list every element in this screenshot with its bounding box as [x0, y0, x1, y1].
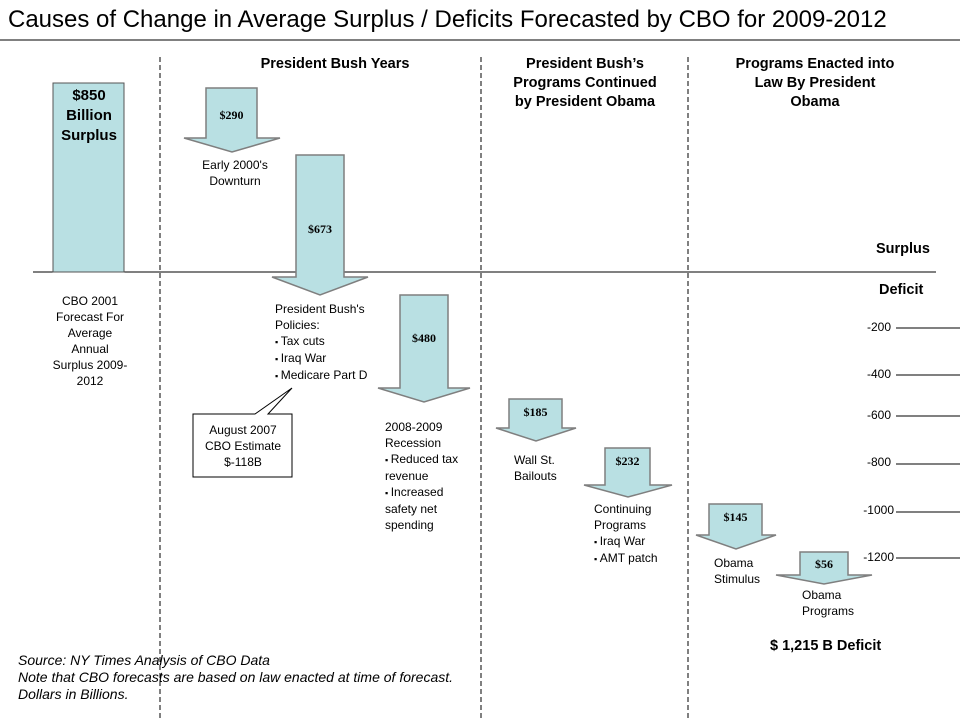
value-label: $145	[723, 510, 748, 524]
tick-label: -200	[866, 320, 891, 334]
caption-text: 2008-2009 Recession	[385, 420, 443, 450]
caption-continuing: Continuing Programs Iraq WarAMT patch	[594, 501, 684, 567]
section-bush-years: President Bush Years	[260, 56, 410, 72]
surplus-bar	[52, 82, 125, 273]
arrow-56	[775, 551, 873, 585]
tick-label: -600	[866, 408, 891, 422]
surplus-bar-label: $850 Billion Surplus	[61, 87, 117, 144]
source-line: Source: NY Times Analysis of CBO Data	[18, 652, 270, 668]
bullet: AMT patch	[594, 550, 684, 567]
tick-label: -1200	[863, 550, 894, 564]
source-line: Note that CBO forecasts are based on law…	[18, 669, 454, 685]
arrow-232	[583, 447, 673, 498]
tick-label: -400	[866, 367, 891, 381]
source-line: Dollars in Billions.	[18, 686, 129, 702]
arrow-480	[377, 294, 471, 403]
section-obama-programs: Programs Enacted into Law By President O…	[735, 56, 895, 110]
caption-stimulus: Obama Stimulus	[714, 556, 761, 586]
bullet: Tax cuts	[275, 333, 385, 350]
caption-text: President Bush's Policies:	[275, 302, 365, 332]
caption-downturn: Early 2000's Downturn	[202, 158, 268, 188]
bullet: Increased safety net spending	[385, 484, 465, 533]
bullet: Reduced tax revenue	[385, 451, 465, 484]
page-title: Causes of Change in Average Surplus / De…	[8, 6, 887, 33]
caption-bush-policies: President Bush's Policies: Tax cutsIraq …	[275, 301, 385, 384]
tick-label: -800	[866, 455, 891, 469]
tick-label: -1000	[863, 503, 894, 517]
surplus-label: Surplus	[876, 241, 930, 257]
value-label: $290	[219, 108, 244, 122]
bullet: Medicare Part D	[275, 367, 385, 384]
caption-text: Continuing Programs	[594, 502, 652, 532]
value-label: $232	[615, 454, 640, 468]
caption-obama-programs: Obama Programs	[802, 588, 855, 618]
tick-lines	[896, 327, 960, 559]
deficit-label: Deficit	[879, 282, 924, 298]
callout-box	[192, 387, 293, 478]
bullet: Iraq War	[275, 350, 385, 367]
final-deficit: $ 1,215 B Deficit	[770, 638, 882, 654]
value-label: $673	[308, 222, 332, 236]
value-label: $480	[412, 331, 436, 345]
arrow-290	[183, 87, 281, 153]
caption-recession: 2008-2009 Recession Reduced tax revenueI…	[385, 419, 465, 533]
arrow-185	[495, 398, 577, 442]
surplus-bar-caption: CBO 2001 Forecast For Average Annual Sur…	[52, 294, 128, 388]
section-bush-programs: President Bush’s Programs Continued by P…	[513, 56, 657, 110]
value-label: $56	[815, 557, 833, 571]
value-label: $185	[523, 405, 548, 419]
arrow-145	[695, 503, 777, 550]
bullet: Iraq War	[594, 533, 684, 550]
source-note: Source: NY Times Analysis of CBO Data No…	[18, 652, 453, 703]
caption-bailouts: Wall St. Bailouts	[514, 453, 557, 483]
callout-text: August 2007 CBO Estimate $-118B	[204, 423, 282, 469]
arrow-673	[271, 154, 369, 296]
